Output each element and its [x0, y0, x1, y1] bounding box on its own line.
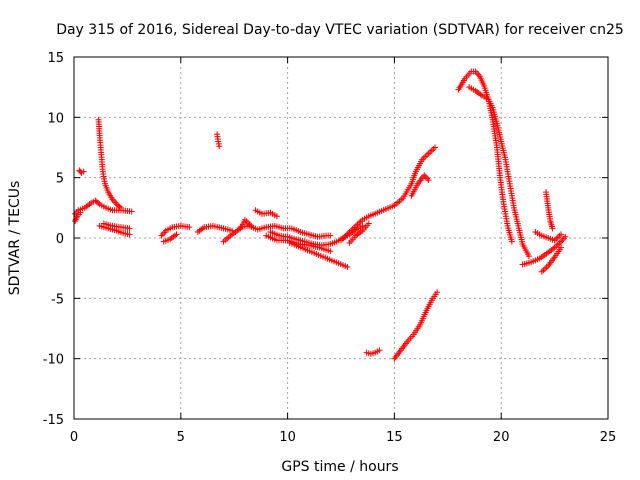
- data-point: [128, 208, 135, 215]
- data-point: [117, 204, 124, 211]
- data-segment: [538, 244, 565, 275]
- data-segment: [519, 233, 569, 268]
- x-tick-label: 20: [493, 430, 510, 445]
- x-tick-label: 25: [600, 430, 617, 445]
- data-segment: [286, 239, 351, 270]
- x-axis-label: GPS time / hours: [281, 459, 398, 475]
- data-segment: [267, 222, 366, 249]
- data-point: [216, 143, 223, 150]
- data-point: [80, 168, 87, 175]
- y-tick-label: 0: [56, 232, 64, 247]
- data-point: [434, 289, 441, 296]
- data-segment: [158, 222, 193, 239]
- data-segment: [100, 220, 133, 232]
- y-tick-label: 15: [47, 51, 64, 66]
- y-axis-label: SDTVAR / TECUs: [7, 181, 23, 296]
- data-segment: [543, 189, 556, 232]
- data-point: [95, 200, 102, 207]
- y-tick-label: 10: [47, 111, 64, 126]
- x-tick-label: 10: [279, 430, 296, 445]
- data-point: [558, 244, 565, 251]
- data-point: [273, 213, 280, 220]
- data-point: [173, 231, 180, 238]
- data-segment: [252, 207, 280, 220]
- data-point: [327, 248, 334, 255]
- plot-frame: [73, 56, 609, 420]
- data-point: [562, 233, 569, 240]
- data-segment: [363, 347, 383, 357]
- chart-title: Day 315 of 2016, Sidereal Day-to-day VTE…: [56, 22, 624, 38]
- data-segment: [194, 222, 236, 235]
- data-segment: [391, 289, 441, 362]
- data-point: [126, 225, 133, 232]
- data-segment: [346, 220, 372, 246]
- data-segment: [455, 68, 515, 245]
- data-segment: [466, 84, 532, 260]
- y-tick-label: -5: [51, 292, 64, 307]
- y-tick-label: 5: [56, 172, 64, 187]
- x-tick-label: 15: [386, 430, 403, 445]
- data-segment: [237, 222, 334, 240]
- x-tick-label: 5: [177, 430, 185, 445]
- data-point: [558, 231, 565, 238]
- data-point: [126, 231, 133, 238]
- data-point: [525, 253, 532, 260]
- data-segment: [214, 131, 223, 150]
- data-segment: [96, 222, 133, 238]
- data-point: [376, 347, 383, 354]
- data-point: [327, 232, 334, 239]
- data-point: [344, 263, 351, 270]
- x-tick-labels: 0 5 10 15 20 25: [70, 430, 616, 445]
- data-segment: [408, 172, 432, 199]
- data-point: [549, 225, 556, 232]
- data-point: [365, 220, 372, 227]
- data-segment: [76, 167, 87, 176]
- y-tick-label: -15: [43, 413, 64, 428]
- data-segment: [338, 144, 438, 244]
- data-series: [72, 68, 569, 362]
- x-tick-label: 0: [70, 430, 78, 445]
- data-point: [425, 177, 432, 184]
- data-point: [186, 224, 193, 231]
- data-segment: [160, 231, 180, 245]
- y-tick-label: -10: [43, 353, 64, 368]
- data-point: [431, 144, 438, 151]
- data-point: [116, 203, 123, 210]
- data-point: [77, 209, 84, 216]
- data-point: [508, 238, 515, 245]
- data-segment: [532, 228, 565, 244]
- data-segment: [95, 116, 124, 211]
- y-tick-labels: -15 -10 -5 0 5 10 15: [43, 51, 64, 428]
